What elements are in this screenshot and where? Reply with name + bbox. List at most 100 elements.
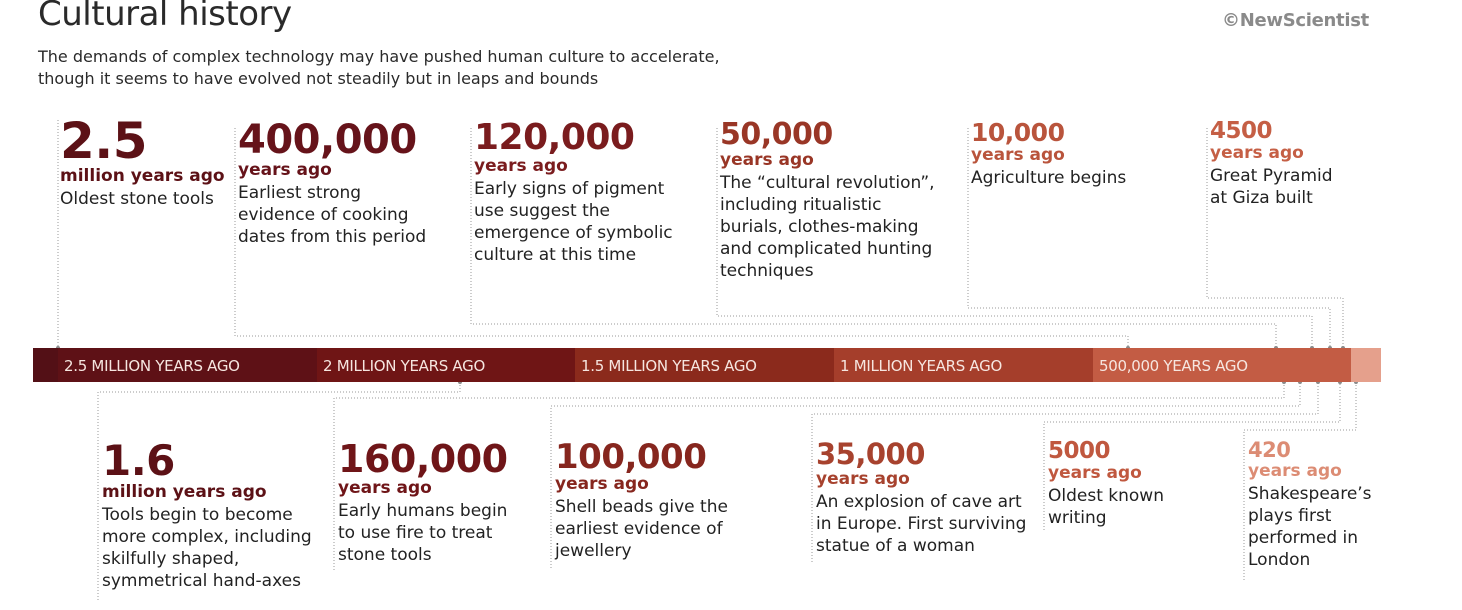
event-description: The “cultural revolution”, including rit… bbox=[720, 172, 960, 282]
desc-line: Early signs of pigment bbox=[474, 179, 665, 199]
timeline-segment: 2 MILLION YEARS AGO bbox=[317, 348, 575, 382]
timeline-bar: 2.5 MILLION YEARS AGO 2 MILLION YEARS AG… bbox=[33, 348, 1381, 382]
desc-line: Earliest strong bbox=[238, 183, 362, 203]
desc-line: Oldest stone tools bbox=[60, 189, 214, 209]
desc-line: emergence of symbolic bbox=[474, 223, 673, 243]
desc-line: symmetrical hand-axes bbox=[102, 571, 301, 591]
desc-line: performed in bbox=[1248, 528, 1359, 548]
timeline-segment-label: 1 MILLION YEARS AGO bbox=[840, 357, 1002, 375]
event-number: 160,000 bbox=[338, 437, 508, 481]
leader-line bbox=[234, 128, 1129, 348]
event-120000: 120,000 years ago Early signs of pigment… bbox=[474, 120, 714, 266]
event-1-6-million: 1.6 million years ago Tools begin to bec… bbox=[102, 440, 342, 592]
event-description: Shakespeare’s plays first performed in L… bbox=[1248, 483, 1462, 571]
event-unit: years ago bbox=[1048, 463, 1142, 483]
event-description: Oldest known writing bbox=[1048, 485, 1288, 529]
event-number: 35,000 bbox=[816, 437, 925, 471]
event-unit: million years ago bbox=[102, 482, 267, 502]
newscientist-credit: ©NewScientist bbox=[1222, 10, 1369, 31]
event-number: 4500 bbox=[1210, 118, 1273, 144]
event-number: 1.6 bbox=[102, 436, 175, 485]
event-number: 10,000 bbox=[971, 118, 1065, 147]
event-unit: years ago bbox=[1210, 143, 1304, 163]
event-400000: 400,000 years ago Earliest strong eviden… bbox=[238, 120, 478, 248]
leader-line bbox=[1243, 382, 1357, 580]
event-unit: years ago bbox=[474, 156, 568, 176]
subtitle-line: though it seems to have evolved not stea… bbox=[38, 69, 599, 88]
event-description: Great Pyramid at Giza built bbox=[1210, 165, 1450, 209]
event-unit: years ago bbox=[1248, 461, 1342, 481]
event-description: Earliest strong evidence of cooking date… bbox=[238, 182, 478, 248]
leader-line bbox=[967, 128, 1331, 348]
event-4500: 4500 years ago Great Pyramid at Giza bui… bbox=[1210, 120, 1450, 209]
event-2-5-million: 2.5 million years ago Oldest stone tools bbox=[60, 116, 300, 210]
event-number: 50,000 bbox=[720, 117, 833, 152]
desc-line: more complex, including bbox=[102, 527, 312, 547]
event-35000: 35,000 years ago An explosion of cave ar… bbox=[816, 440, 1056, 557]
desc-line: Agriculture begins bbox=[971, 168, 1127, 188]
desc-line: Shakespeare’s bbox=[1248, 484, 1372, 504]
desc-line: Great Pyramid bbox=[1210, 166, 1333, 186]
event-description: Tools begin to become more complex, incl… bbox=[102, 504, 342, 592]
desc-line: Oldest known bbox=[1048, 486, 1164, 506]
timeline-segment: 500,000 YEARS AGO bbox=[1093, 348, 1351, 382]
event-unit: million years ago bbox=[60, 166, 225, 186]
event-description: An explosion of cave art in Europe. Firs… bbox=[816, 491, 1056, 557]
desc-line: plays first bbox=[1248, 506, 1332, 526]
desc-line: writing bbox=[1048, 508, 1107, 528]
event-unit: years ago bbox=[238, 160, 332, 180]
event-number: 420 bbox=[1248, 438, 1291, 462]
event-5000: 5000 years ago Oldest known writing bbox=[1048, 440, 1288, 529]
timeline-segment: 2.5 MILLION YEARS AGO bbox=[58, 348, 317, 382]
desc-line: evidence of cooking bbox=[238, 205, 409, 225]
desc-line: culture at this time bbox=[474, 245, 637, 265]
desc-line: burials, clothes-making bbox=[720, 217, 919, 237]
desc-line: techniques bbox=[720, 261, 814, 281]
desc-line: London bbox=[1248, 550, 1311, 570]
desc-line: dates from this period bbox=[238, 227, 427, 247]
event-number: 2.5 bbox=[60, 112, 148, 170]
timeline-segment-label: 1.5 MILLION YEARS AGO bbox=[581, 357, 757, 375]
event-number: 100,000 bbox=[555, 437, 707, 477]
leader-line bbox=[716, 128, 1313, 348]
desc-line: and complicated hunting bbox=[720, 239, 933, 259]
desc-line: at Giza built bbox=[1210, 188, 1313, 208]
event-50000: 50,000 years ago The “cultural revolutio… bbox=[720, 120, 960, 282]
event-description: Early humans begin to use fire to treat … bbox=[338, 500, 578, 566]
event-description: Early signs of pigment use suggest the e… bbox=[474, 178, 714, 266]
event-10000: 10,000 years ago Agriculture begins bbox=[971, 120, 1211, 189]
desc-line: Tools begin to become bbox=[102, 505, 293, 525]
desc-line: stone tools bbox=[338, 545, 432, 565]
desc-line: An explosion of cave art bbox=[816, 492, 1022, 512]
desc-line: The “cultural revolution”, bbox=[720, 173, 935, 193]
page-title: Cultural history bbox=[38, 0, 292, 34]
desc-line: jewellery bbox=[555, 541, 632, 561]
timeline-segment: 1 MILLION YEARS AGO bbox=[834, 348, 1093, 382]
event-description: Agriculture begins bbox=[971, 167, 1211, 189]
leader-line bbox=[811, 382, 1319, 562]
event-description: Oldest stone tools bbox=[60, 188, 300, 210]
event-unit: years ago bbox=[338, 478, 432, 498]
event-number: 400,000 bbox=[238, 117, 417, 163]
desc-line: to use fire to treat bbox=[338, 523, 493, 543]
event-number: 5000 bbox=[1048, 438, 1111, 464]
desc-line: in Europe. First surviving bbox=[816, 514, 1027, 534]
leader-line bbox=[550, 382, 1301, 568]
timeline-segment: 1.5 MILLION YEARS AGO bbox=[575, 348, 834, 382]
event-100000: 100,000 years ago Shell beads give the e… bbox=[555, 440, 795, 562]
timeline-segment-label: 2.5 MILLION YEARS AGO bbox=[64, 357, 240, 375]
event-number: 120,000 bbox=[474, 117, 635, 158]
timeline-segment-label: 2 MILLION YEARS AGO bbox=[323, 357, 485, 375]
event-160000: 160,000 years ago Early humans begin to … bbox=[338, 440, 578, 566]
subtitle-line: The demands of complex technology may ha… bbox=[38, 47, 720, 66]
desc-line: Early humans begin bbox=[338, 501, 508, 521]
desc-line: including ritualistic bbox=[720, 195, 882, 215]
desc-line: statue of a woman bbox=[816, 536, 975, 556]
timeline-segment-label: 500,000 YEARS AGO bbox=[1099, 357, 1248, 375]
event-unit: years ago bbox=[971, 145, 1065, 165]
leader-line bbox=[1206, 128, 1344, 348]
event-unit: years ago bbox=[816, 469, 910, 489]
desc-line: Shell beads give the bbox=[555, 497, 728, 517]
desc-line: earliest evidence of bbox=[555, 519, 723, 539]
subtitle: The demands of complex technology may ha… bbox=[38, 46, 720, 90]
